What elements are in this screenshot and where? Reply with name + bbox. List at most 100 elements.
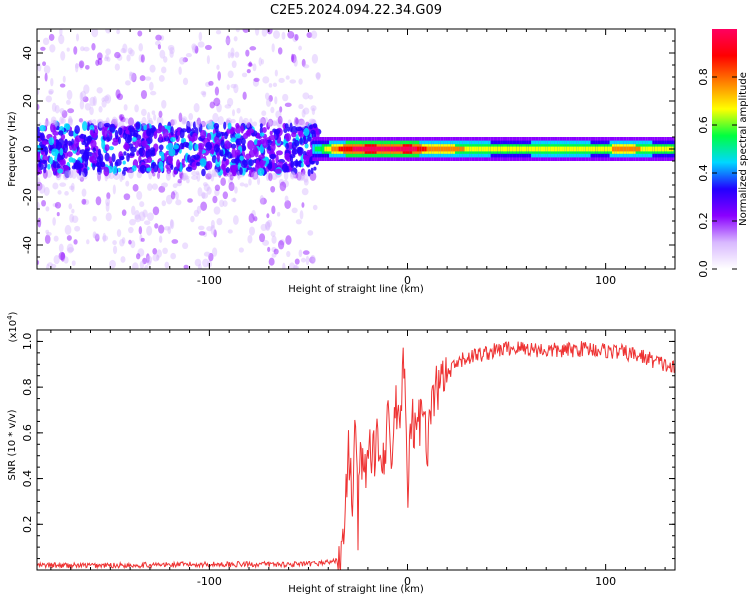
spectrogram-cell bbox=[301, 187, 309, 196]
spectrogram-cell bbox=[100, 121, 106, 129]
spectrogram-cell bbox=[205, 141, 213, 151]
spectrogram-cell bbox=[163, 226, 171, 231]
spectrogram-cell bbox=[122, 43, 128, 54]
spectrogram-cell bbox=[62, 75, 66, 83]
spectrogram-cell bbox=[158, 110, 163, 118]
spectrogram-cell bbox=[308, 118, 316, 124]
spectrogram-cell bbox=[43, 65, 51, 74]
spectrogram-cell bbox=[219, 149, 224, 157]
spectrogram-cell bbox=[37, 177, 41, 186]
spectrogram-cell bbox=[543, 146, 546, 152]
spectrogram-cell bbox=[157, 44, 162, 50]
spectrogram-cell bbox=[52, 131, 60, 136]
snr-frame bbox=[36, 329, 676, 571]
spectrogram-cell bbox=[214, 86, 220, 96]
spectrogram-cell bbox=[216, 217, 223, 226]
spectrogram-cell bbox=[628, 146, 632, 152]
spectrogram-cell bbox=[502, 146, 506, 152]
spectrogram-cell bbox=[259, 126, 264, 135]
spectrogram-cell bbox=[252, 121, 258, 127]
spectrogram-cell bbox=[142, 209, 148, 218]
spectrogram-cell bbox=[67, 108, 75, 114]
spectrogram-cell bbox=[139, 201, 145, 208]
spectrogram-cell bbox=[393, 146, 396, 152]
spectrogram-cell bbox=[588, 146, 591, 152]
spectrogram-cell bbox=[269, 130, 273, 136]
spectrogram-cell bbox=[116, 54, 123, 61]
spectrogram-cell bbox=[179, 170, 184, 179]
spectrogram-cell bbox=[74, 225, 81, 232]
spectrogram-cell bbox=[232, 109, 236, 117]
spectrogram-cell bbox=[300, 168, 306, 176]
spectrogram-cell bbox=[276, 120, 283, 129]
spectrogram-cell bbox=[129, 151, 135, 157]
spectrogram-cell bbox=[343, 146, 346, 152]
spectrogram-cell bbox=[450, 146, 453, 152]
spectrogram-cell bbox=[271, 43, 275, 53]
spectrogram-cell bbox=[265, 221, 271, 230]
spectrogram-cell bbox=[324, 146, 327, 152]
spectrogram-cell bbox=[376, 146, 380, 152]
spectrogram-ytick-label: 20 bbox=[21, 94, 34, 108]
spectrogram-cell bbox=[86, 121, 91, 131]
spectrogram-cell bbox=[64, 191, 69, 196]
spectrogram-cell bbox=[167, 44, 175, 51]
spectrogram-cell bbox=[272, 128, 277, 133]
spectrogram-cell bbox=[383, 146, 387, 152]
spectrogram-cell bbox=[170, 219, 175, 230]
spectrogram-cell bbox=[264, 221, 271, 232]
spectrogram-cell bbox=[179, 173, 184, 180]
spectrogram-cell bbox=[208, 119, 212, 126]
spectrogram-cell bbox=[245, 49, 250, 57]
spectrogram-cell bbox=[279, 106, 283, 113]
colorbar-ticks: 0.0 0.2 0.4 0.6 0.8 bbox=[697, 68, 737, 278]
spectrogram-cell bbox=[270, 230, 276, 237]
spectrogram-cell bbox=[224, 104, 232, 109]
spectrogram-cell bbox=[45, 169, 53, 178]
spectrogram-cell bbox=[519, 146, 522, 152]
spectrogram-cell bbox=[169, 219, 174, 228]
spectrogram-cell bbox=[619, 146, 622, 152]
snr-ylabel: SNR (10 * v/v) bbox=[7, 409, 18, 480]
spectrogram-cell bbox=[60, 51, 66, 61]
spectrogram-cell bbox=[133, 130, 139, 138]
spectrogram-cell bbox=[71, 215, 79, 223]
spectrogram-cell bbox=[516, 146, 520, 152]
spectrogram-cell bbox=[258, 154, 265, 160]
spectrogram-cell bbox=[145, 253, 150, 264]
spectrogram-cell bbox=[264, 92, 270, 100]
spectrogram-cell bbox=[106, 56, 111, 62]
spectrogram-cell bbox=[231, 147, 237, 158]
spectrogram-cell bbox=[289, 154, 296, 159]
spectrogram-cell bbox=[74, 62, 79, 73]
spectrogram-cell bbox=[220, 139, 225, 149]
spectrogram-cell bbox=[92, 147, 96, 153]
spectrogram-cell bbox=[181, 173, 187, 182]
spectrogram-cell bbox=[210, 219, 215, 229]
spectrogram-cell bbox=[131, 72, 137, 83]
spectrogram-cell bbox=[61, 110, 68, 119]
spectrogram-cell bbox=[271, 120, 277, 126]
spectrogram-cell bbox=[96, 87, 103, 94]
spectrogram-cell bbox=[305, 255, 310, 266]
spectrogram-cell bbox=[115, 89, 121, 99]
spectrogram-cell bbox=[104, 56, 109, 62]
spectrogram-cell bbox=[234, 186, 238, 194]
spectrogram-cell bbox=[203, 183, 210, 192]
spectrogram-cell bbox=[633, 146, 636, 152]
spectrogram-cell bbox=[271, 235, 277, 244]
spectrogram-cell bbox=[273, 30, 280, 39]
spectrogram-cell bbox=[86, 138, 91, 145]
spectrogram-cell bbox=[59, 83, 66, 88]
spectrogram-cell bbox=[253, 216, 258, 222]
spectrogram-cell bbox=[266, 29, 273, 35]
spectrogram-cell bbox=[635, 146, 639, 152]
spectrogram-cell bbox=[138, 226, 143, 235]
spectrogram-cell bbox=[71, 169, 77, 179]
spectrogram-cell bbox=[151, 167, 155, 174]
spectrogram-cell bbox=[252, 78, 259, 87]
spectrogram-cell bbox=[225, 35, 231, 46]
spectrogram-cell bbox=[170, 126, 174, 136]
spectrogram-cell bbox=[301, 58, 306, 67]
spectrogram-cell bbox=[64, 169, 72, 178]
